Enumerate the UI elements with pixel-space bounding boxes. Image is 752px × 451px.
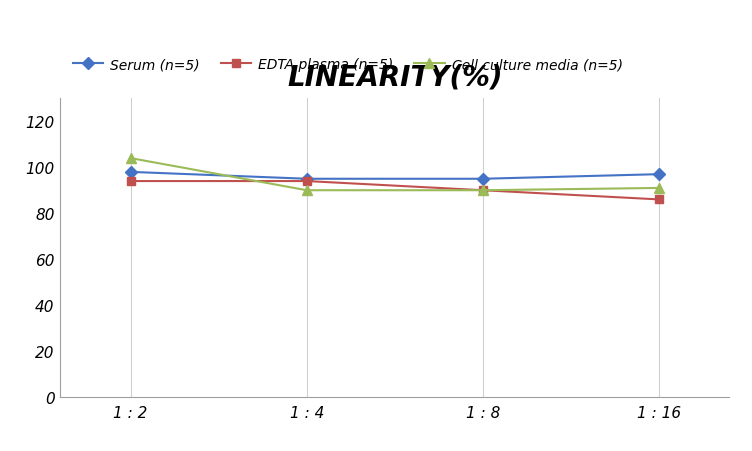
Line: Cell culture media (n=5): Cell culture media (n=5): [126, 154, 664, 196]
Cell culture media (n=5): [654, 186, 663, 191]
EDTA plasma (n=5): [478, 188, 487, 193]
EDTA plasma (n=5): [654, 197, 663, 202]
Cell culture media (n=5): [302, 188, 311, 193]
Legend: Serum (n=5), EDTA plasma (n=5), Cell culture media (n=5): Serum (n=5), EDTA plasma (n=5), Cell cul…: [67, 53, 628, 78]
Serum (n=5): [654, 172, 663, 178]
Cell culture media (n=5): [478, 188, 487, 193]
EDTA plasma (n=5): [302, 179, 311, 184]
Serum (n=5): [478, 177, 487, 182]
Serum (n=5): [302, 177, 311, 182]
EDTA plasma (n=5): [126, 179, 135, 184]
Line: Serum (n=5): Serum (n=5): [126, 168, 663, 184]
Line: EDTA plasma (n=5): EDTA plasma (n=5): [126, 178, 663, 204]
Cell culture media (n=5): [126, 156, 135, 161]
Serum (n=5): [126, 170, 135, 175]
Title: LINEARITY(%): LINEARITY(%): [287, 64, 502, 92]
